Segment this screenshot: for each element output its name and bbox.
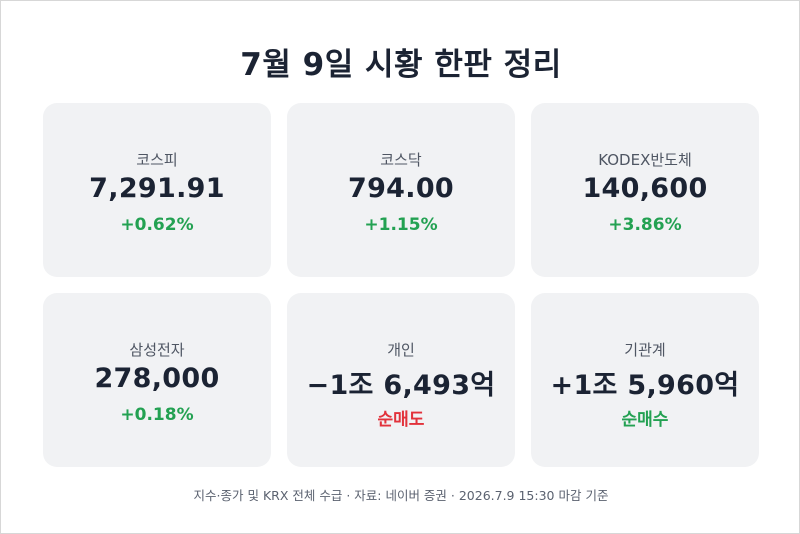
card-institution: 기관계 +1조 5,960억 순매수	[531, 293, 759, 467]
card-value: 278,000	[94, 363, 220, 394]
card-value: 140,600	[582, 173, 708, 204]
source-footnote: 지수·종가 및 KRX 전체 수급 · 자료: 네이버 증권 · 2026.7.…	[193, 488, 609, 503]
card-change: +0.18%	[120, 405, 194, 425]
card-change: +1.15%	[364, 215, 438, 235]
card-kosdaq: 코스닥 794.00 +1.15%	[287, 103, 515, 277]
card-value: +1조 5,960억	[550, 370, 740, 401]
card-individual: 개인 −1조 6,493억 순매도	[287, 293, 515, 467]
card-label: 삼성전자	[129, 341, 185, 359]
card-kodex-semiconductor: KODEX반도체 140,600 +3.86%	[531, 103, 759, 277]
card-value: 794.00	[348, 173, 454, 204]
card-label: 코스피	[136, 151, 178, 169]
card-change: +3.86%	[608, 215, 682, 235]
page-title: 7월 9일 시황 한판 정리	[240, 47, 562, 83]
card-value: −1조 6,493억	[306, 370, 496, 401]
card-label: 코스닥	[380, 151, 422, 169]
card-change: 순매수	[621, 410, 669, 430]
card-label: KODEX반도체	[598, 151, 692, 169]
card-change: +0.62%	[120, 215, 194, 235]
card-change: 순매도	[377, 410, 425, 430]
card-label: 개인	[387, 341, 415, 359]
card-kospi: 코스피 7,291.91 +0.62%	[43, 103, 271, 277]
card-value: 7,291.91	[89, 173, 225, 204]
card-samsung-electronics: 삼성전자 278,000 +0.18%	[43, 293, 271, 467]
card-label: 기관계	[624, 341, 666, 359]
